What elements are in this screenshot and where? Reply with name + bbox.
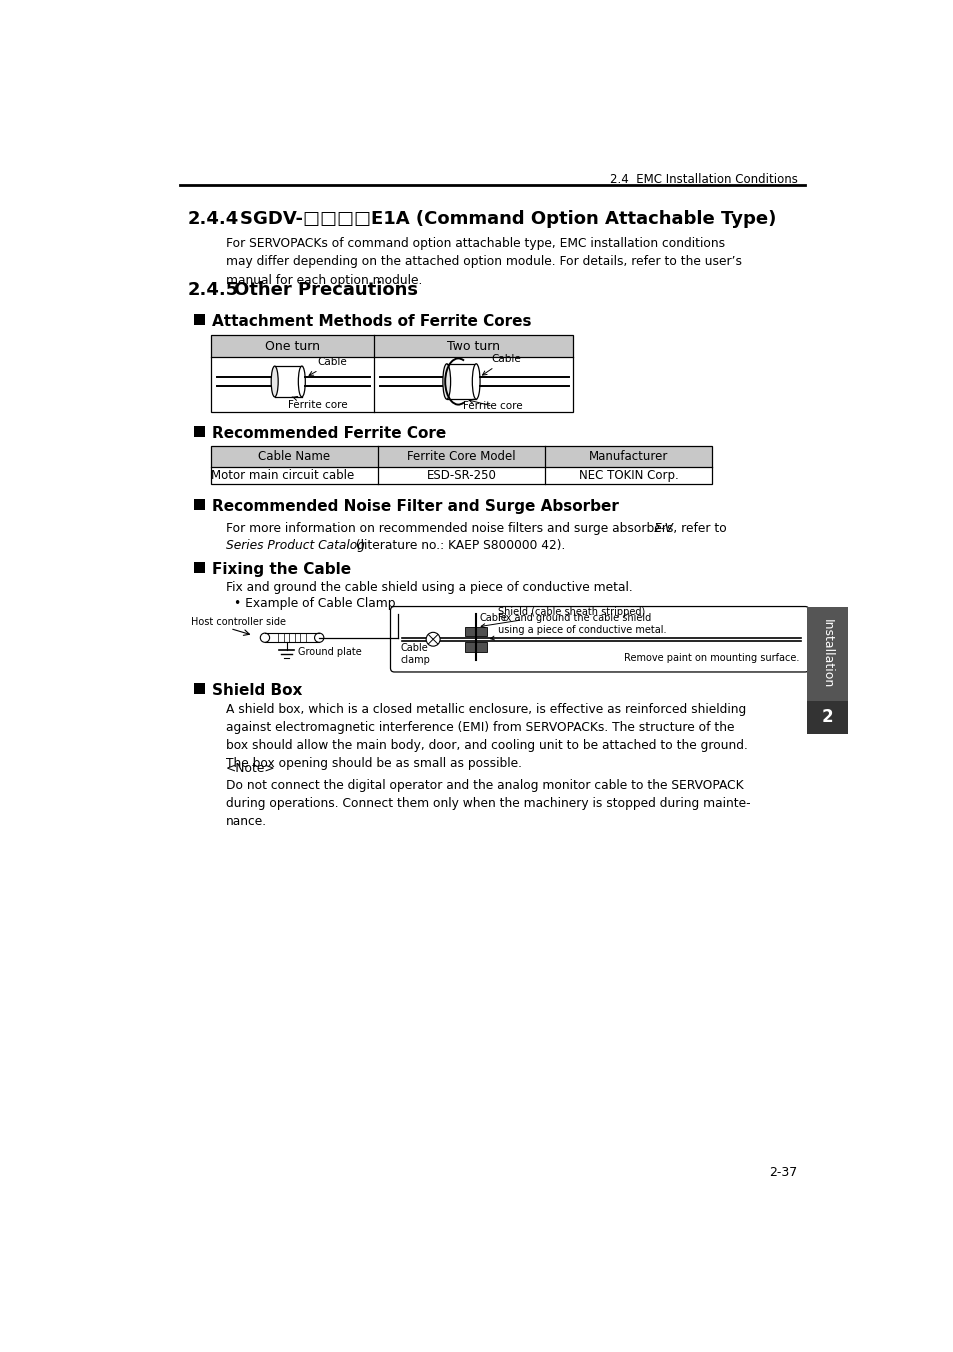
Bar bbox=[806, 702, 847, 734]
Text: For more information on recommended noise filters and surge absorbers, refer to: For more information on recommended nois… bbox=[226, 522, 730, 535]
Bar bbox=[446, 364, 476, 399]
Text: (literature no.: KAEP S800000 42).: (literature no.: KAEP S800000 42). bbox=[352, 538, 564, 552]
Bar bbox=[274, 366, 301, 397]
Text: • Example of Cable Clamp: • Example of Cable Clamp bbox=[233, 596, 395, 610]
Text: Remove paint on mounting surface.: Remove paint on mounting surface. bbox=[623, 653, 798, 662]
Text: Ferrite Core Model: Ferrite Core Model bbox=[407, 450, 516, 464]
Bar bbox=[211, 446, 711, 466]
Text: 2.4.5: 2.4.5 bbox=[187, 281, 238, 299]
Ellipse shape bbox=[271, 366, 278, 397]
Bar bbox=[464, 627, 486, 637]
Bar bbox=[464, 642, 486, 652]
Text: Σ-V: Σ-V bbox=[654, 522, 673, 535]
Bar bbox=[211, 335, 572, 412]
Text: For SERVOPACKs of command option attachable type, EMC installation conditions
ma: For SERVOPACKs of command option attacha… bbox=[226, 237, 741, 287]
Text: Installation: Installation bbox=[821, 619, 833, 688]
Text: Manufacturer: Manufacturer bbox=[588, 450, 667, 464]
Text: Ground plate: Ground plate bbox=[298, 646, 361, 657]
Ellipse shape bbox=[298, 366, 305, 397]
Text: Fix and ground the cable shield
using a piece of conductive metal.: Fix and ground the cable shield using a … bbox=[490, 614, 666, 639]
Bar bbox=[193, 683, 205, 694]
Text: 2: 2 bbox=[821, 708, 833, 726]
Text: ESD-SR-250: ESD-SR-250 bbox=[426, 469, 496, 481]
Text: 2-37: 2-37 bbox=[768, 1165, 797, 1179]
Circle shape bbox=[426, 633, 439, 646]
Bar bbox=[193, 562, 205, 573]
Text: Shield (cable sheath stripped): Shield (cable sheath stripped) bbox=[480, 607, 645, 627]
Text: Cable: Cable bbox=[309, 357, 347, 376]
Ellipse shape bbox=[472, 364, 479, 399]
Bar bbox=[193, 426, 205, 437]
FancyBboxPatch shape bbox=[390, 607, 808, 672]
Text: Do not connect the digital operator and the analog monitor cable to the SERVOPAC: Do not connect the digital operator and … bbox=[226, 779, 750, 829]
Ellipse shape bbox=[260, 633, 270, 642]
Text: A shield box, which is a closed metallic enclosure, is effective as reinforced s: A shield box, which is a closed metallic… bbox=[226, 703, 747, 771]
Text: Series Product Catalog: Series Product Catalog bbox=[226, 538, 365, 552]
Bar bbox=[193, 314, 205, 324]
Text: Fixing the Cable: Fixing the Cable bbox=[212, 562, 351, 577]
Text: <Note>: <Note> bbox=[226, 763, 275, 775]
Ellipse shape bbox=[442, 364, 450, 399]
Text: Motor main circuit cable: Motor main circuit cable bbox=[211, 469, 354, 481]
Text: Ferrite core: Ferrite core bbox=[462, 399, 522, 411]
Text: Cable Name: Cable Name bbox=[258, 450, 330, 464]
Bar bbox=[806, 607, 847, 702]
Text: Recommended Noise Filter and Surge Absorber: Recommended Noise Filter and Surge Absor… bbox=[212, 499, 618, 514]
Text: Ferrite core: Ferrite core bbox=[288, 396, 348, 410]
Text: 2.4  EMC Installation Conditions: 2.4 EMC Installation Conditions bbox=[609, 173, 797, 187]
Text: Cable: Cable bbox=[479, 612, 507, 623]
Text: Recommended Ferrite Core: Recommended Ferrite Core bbox=[212, 426, 446, 441]
Text: 2.4.4: 2.4.4 bbox=[187, 210, 238, 228]
Text: Attachment Methods of Ferrite Cores: Attachment Methods of Ferrite Cores bbox=[212, 314, 531, 329]
Bar bbox=[211, 446, 711, 484]
Text: Cable: Cable bbox=[482, 354, 520, 375]
Text: Two turn: Two turn bbox=[446, 339, 499, 353]
Text: Host controller side: Host controller side bbox=[192, 617, 286, 627]
Bar bbox=[193, 499, 205, 510]
Text: Fix and ground the cable shield using a piece of conductive metal.: Fix and ground the cable shield using a … bbox=[226, 581, 632, 594]
Ellipse shape bbox=[314, 633, 323, 642]
Text: SGDV-□□□□E1A (Command Option Attachable Type): SGDV-□□□□E1A (Command Option Attachable … bbox=[240, 210, 776, 228]
Text: One turn: One turn bbox=[264, 339, 319, 353]
Text: NEC TOKIN Corp.: NEC TOKIN Corp. bbox=[578, 469, 678, 481]
Text: Other Precautions: Other Precautions bbox=[233, 281, 417, 299]
Text: Shield Box: Shield Box bbox=[212, 683, 302, 698]
Bar bbox=[211, 335, 572, 357]
Text: Cable
clamp: Cable clamp bbox=[400, 644, 430, 665]
